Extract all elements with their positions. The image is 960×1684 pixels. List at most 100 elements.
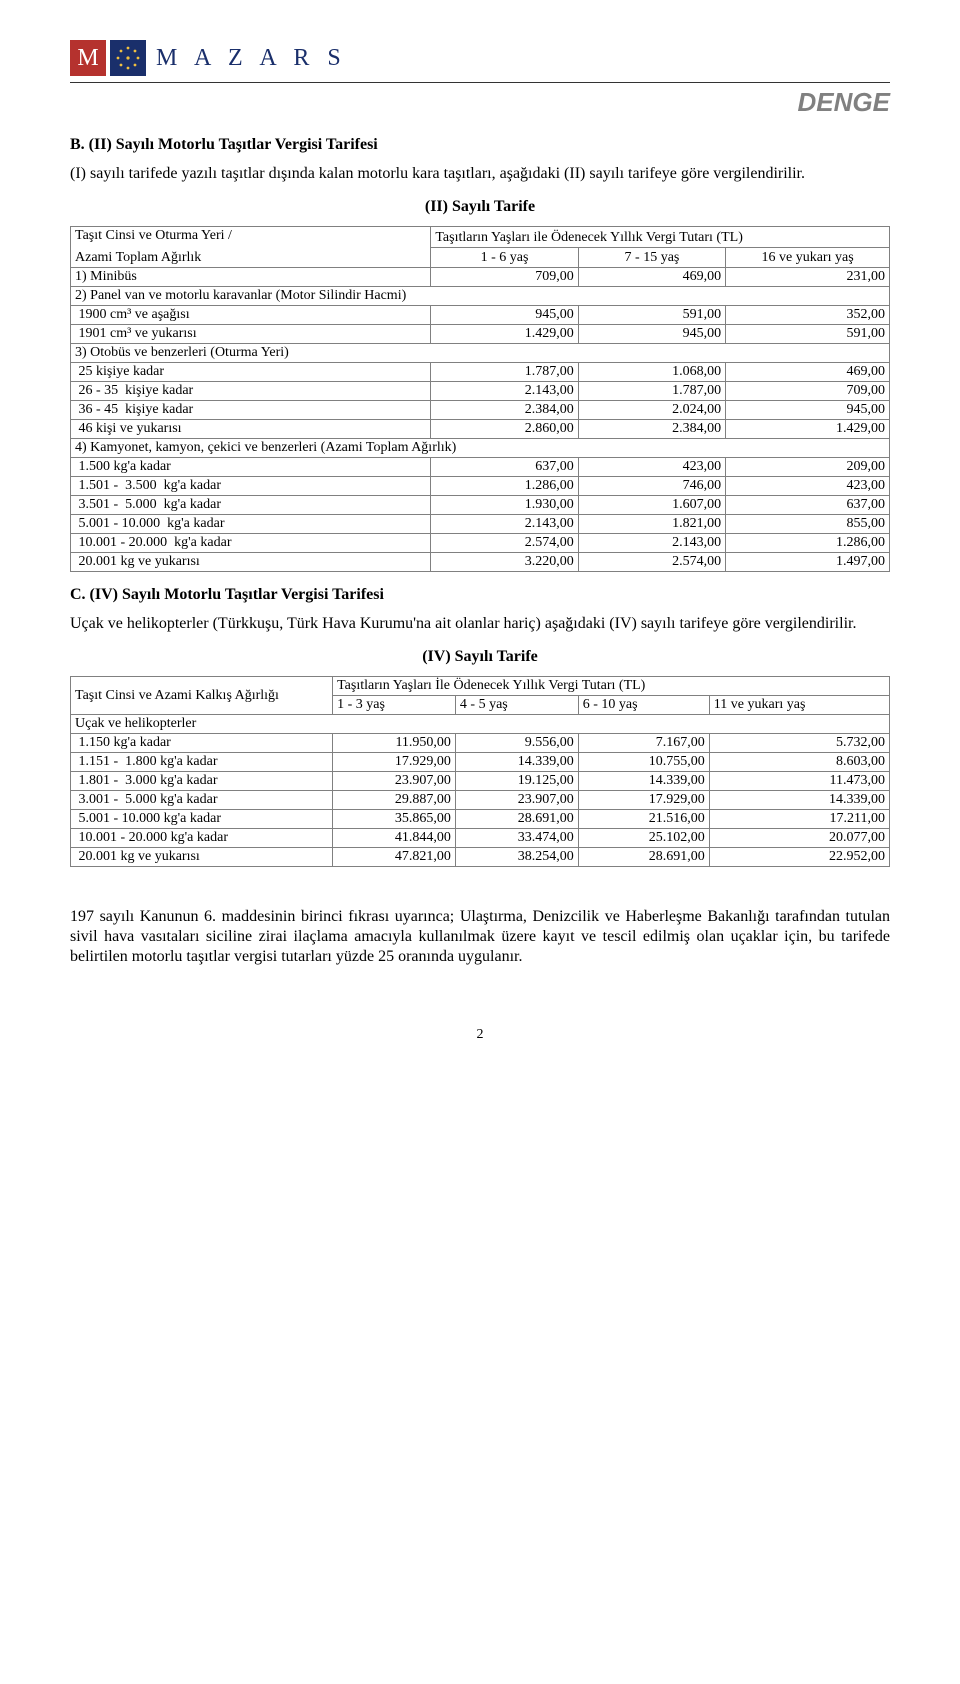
group-row-label: 4) Kamyonet, kamyon, çekici ve benzerler… bbox=[71, 439, 890, 458]
row-value: 1.607,00 bbox=[578, 496, 725, 515]
row-value: 1.930,00 bbox=[431, 496, 578, 515]
row-value: 2.024,00 bbox=[578, 401, 725, 420]
row-label: 5.001 - 10.000 kg'a kadar bbox=[71, 810, 333, 829]
row-value: 35.865,00 bbox=[333, 810, 456, 829]
row-value: 20.077,00 bbox=[709, 829, 889, 848]
row-label: 1.500 kg'a kadar bbox=[71, 458, 431, 477]
row-label: 1.801 - 3.000 kg'a kadar bbox=[71, 772, 333, 791]
row-value: 22.952,00 bbox=[709, 848, 889, 867]
row-value: 25.102,00 bbox=[578, 829, 709, 848]
table-row: 26 - 35 kişiye kadar2.143,001.787,00709,… bbox=[71, 382, 890, 401]
footer-paragraph: 197 sayılı Kanunun 6. maddesinin birinci… bbox=[70, 907, 890, 967]
section-c-title: C. (IV) Sayılı Motorlu Taşıtlar Vergisi … bbox=[70, 586, 890, 604]
row-value: 709,00 bbox=[726, 382, 890, 401]
table-row: 1901 cm³ ve yukarısı1.429,00945,00591,00 bbox=[71, 325, 890, 344]
table-row: 2) Panel van ve motorlu karavanlar (Moto… bbox=[71, 287, 890, 306]
row-value: 41.844,00 bbox=[333, 829, 456, 848]
row-value: 1.429,00 bbox=[431, 325, 578, 344]
row-value: 1.286,00 bbox=[726, 534, 890, 553]
row-label: 10.001 - 20.000 kg'a kadar bbox=[71, 534, 431, 553]
row-value: 2.143,00 bbox=[578, 534, 725, 553]
row-value: 945,00 bbox=[578, 325, 725, 344]
row-value: 2.574,00 bbox=[431, 534, 578, 553]
row-value: 47.821,00 bbox=[333, 848, 456, 867]
section-c-intro: Uçak ve helikopterler (Türkkuşu, Türk Ha… bbox=[70, 614, 890, 634]
row-value: 17.211,00 bbox=[709, 810, 889, 829]
group-row-label: 3) Otobüs ve benzerleri (Oturma Yeri) bbox=[71, 344, 890, 363]
table-row: 5.001 - 10.000 kg'a kadar35.865,0028.691… bbox=[71, 810, 890, 829]
row-value: 1.497,00 bbox=[726, 553, 890, 572]
row-value: 231,00 bbox=[726, 268, 890, 287]
row-value: 1.068,00 bbox=[578, 363, 725, 382]
table-row: 1.151 - 1.800 kg'a kadar17.929,0014.339,… bbox=[71, 753, 890, 772]
table-row: 1900 cm³ ve aşağısı945,00591,00352,00 bbox=[71, 306, 890, 325]
row-value: 28.691,00 bbox=[455, 810, 578, 829]
row-label: 46 kişi ve yukarısı bbox=[71, 420, 431, 439]
table-row: 3.501 - 5.000 kg'a kadar1.930,001.607,00… bbox=[71, 496, 890, 515]
row-value: 591,00 bbox=[578, 306, 725, 325]
row-value: 2.384,00 bbox=[578, 420, 725, 439]
row-value: 19.125,00 bbox=[455, 772, 578, 791]
row-label: 3.001 - 5.000 kg'a kadar bbox=[71, 791, 333, 810]
row-value: 8.603,00 bbox=[709, 753, 889, 772]
row-label: 26 - 35 kişiye kadar bbox=[71, 382, 431, 401]
tb-head-right: Taşıtların Yaşları ile Ödenecek Yıllık V… bbox=[431, 227, 890, 248]
row-value: 38.254,00 bbox=[455, 848, 578, 867]
tc-head-left: Taşıt Cinsi ve Azami Kalkış Ağırlığı bbox=[71, 677, 333, 715]
tc-group: Uçak ve helikopterler bbox=[71, 715, 890, 734]
row-value: 1.821,00 bbox=[578, 515, 725, 534]
row-value: 21.516,00 bbox=[578, 810, 709, 829]
table-row: 3.001 - 5.000 kg'a kadar29.887,0023.907,… bbox=[71, 791, 890, 810]
row-value: 14.339,00 bbox=[709, 791, 889, 810]
row-value: 709,00 bbox=[431, 268, 578, 287]
table-b-title: (II) Sayılı Tarife bbox=[70, 198, 890, 216]
brand-name: M A Z A R S bbox=[156, 45, 347, 72]
row-value: 423,00 bbox=[578, 458, 725, 477]
row-value: 2.574,00 bbox=[578, 553, 725, 572]
row-label: 25 kişiye kadar bbox=[71, 363, 431, 382]
row-value: 17.929,00 bbox=[333, 753, 456, 772]
row-value: 591,00 bbox=[726, 325, 890, 344]
table-row: 1.150 kg'a kadar11.950,009.556,007.167,0… bbox=[71, 734, 890, 753]
row-value: 352,00 bbox=[726, 306, 890, 325]
row-label: 1.501 - 3.500 kg'a kadar bbox=[71, 477, 431, 496]
row-value: 28.691,00 bbox=[578, 848, 709, 867]
row-value: 637,00 bbox=[431, 458, 578, 477]
table-row: 1.801 - 3.000 kg'a kadar23.907,0019.125,… bbox=[71, 772, 890, 791]
tarife-table-iv: Taşıt Cinsi ve Azami Kalkış Ağırlığı Taş… bbox=[70, 676, 890, 867]
table-row: 10.001 - 20.000 kg'a kadar2.574,002.143,… bbox=[71, 534, 890, 553]
row-value: 11.473,00 bbox=[709, 772, 889, 791]
row-label: 36 - 45 kişiye kadar bbox=[71, 401, 431, 420]
tb-col2: 7 - 15 yaş bbox=[578, 247, 725, 268]
row-value: 1.787,00 bbox=[578, 382, 725, 401]
row-label: 1.150 kg'a kadar bbox=[71, 734, 333, 753]
header-divider bbox=[70, 82, 890, 83]
row-value: 855,00 bbox=[726, 515, 890, 534]
row-label: 1.151 - 1.800 kg'a kadar bbox=[71, 753, 333, 772]
row-value: 469,00 bbox=[578, 268, 725, 287]
table-row: 36 - 45 kişiye kadar2.384,002.024,00945,… bbox=[71, 401, 890, 420]
row-value: 14.339,00 bbox=[455, 753, 578, 772]
row-value: 2.384,00 bbox=[431, 401, 578, 420]
table-row: 1.500 kg'a kadar637,00423,00209,00 bbox=[71, 458, 890, 477]
row-value: 637,00 bbox=[726, 496, 890, 515]
row-label: 3.501 - 5.000 kg'a kadar bbox=[71, 496, 431, 515]
row-value: 7.167,00 bbox=[578, 734, 709, 753]
section-b-intro: (I) sayılı tarifede yazılı taşıtlar dışı… bbox=[70, 164, 890, 184]
row-label: 1900 cm³ ve aşağısı bbox=[71, 306, 431, 325]
row-label: 1) Minibüs bbox=[71, 268, 431, 287]
row-value: 423,00 bbox=[726, 477, 890, 496]
table-c-title: (IV) Sayılı Tarife bbox=[70, 648, 890, 666]
row-value: 2.143,00 bbox=[431, 515, 578, 534]
table-row: 25 kişiye kadar1.787,001.068,00469,00 bbox=[71, 363, 890, 382]
row-value: 23.907,00 bbox=[455, 791, 578, 810]
row-value: 29.887,00 bbox=[333, 791, 456, 810]
logo-m-icon: M bbox=[70, 40, 106, 76]
row-value: 9.556,00 bbox=[455, 734, 578, 753]
row-value: 209,00 bbox=[726, 458, 890, 477]
tc-col3: 6 - 10 yaş bbox=[578, 696, 709, 715]
row-value: 17.929,00 bbox=[578, 791, 709, 810]
sub-brand-text: DENGE bbox=[798, 87, 890, 117]
table-row: 3) Otobüs ve benzerleri (Oturma Yeri) bbox=[71, 344, 890, 363]
row-label: 20.001 kg ve yukarısı bbox=[71, 848, 333, 867]
